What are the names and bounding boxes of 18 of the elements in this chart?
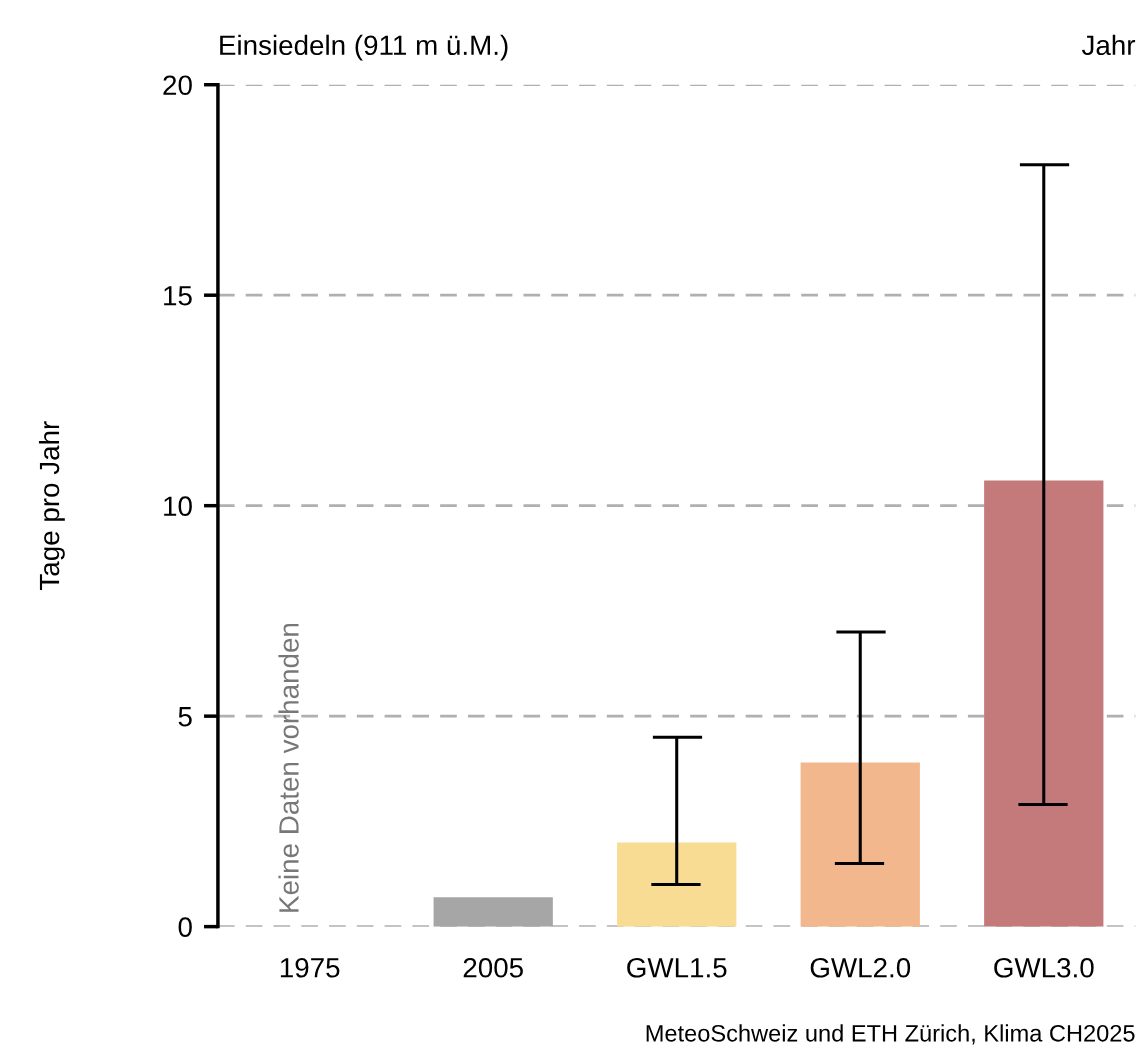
y-tick-label: 0 [178, 917, 192, 937]
bar [800, 762, 920, 927]
annotation: Keine Daten vorhanden [278, 623, 299, 912]
text: MeteoSchweiz und ETH Zürich, Klima CH2025 [646, 1024, 1135, 1045]
x-tick-label: GWL2.0 [810, 957, 911, 978]
y-tick-label: 20 [163, 75, 192, 96]
y-tick-label: 15 [164, 286, 192, 306]
y-tick-label: 10 [164, 496, 192, 517]
chart-title: Einsiedeln (911 m ü.M.) [220, 34, 508, 61]
chart-subtitle: Jahr [1081, 34, 1136, 56]
bar [617, 842, 737, 927]
y-axis-title: Tage pro Jahr [38, 421, 65, 590]
x-tick-label: GWL1.5 [627, 957, 727, 978]
x-tick-label: 1975 [280, 957, 340, 978]
x-tick-label: 2005 [463, 957, 523, 978]
y-tick-label: 5 [178, 707, 192, 727]
bar [984, 480, 1104, 927]
x-tick-label: GWL3.0 [994, 957, 1094, 978]
